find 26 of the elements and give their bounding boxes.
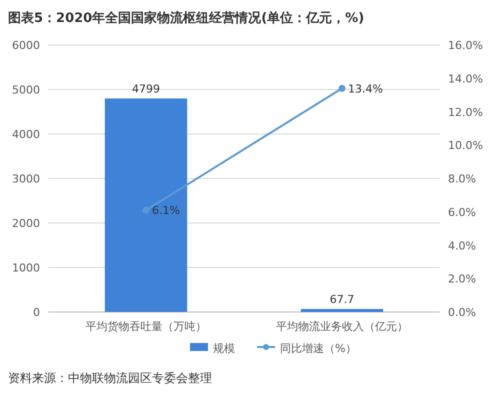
y2-tick-label: 4.0% bbox=[448, 239, 476, 252]
data-label: 67.7 bbox=[330, 292, 354, 306]
legend-label: 同比增速（%） bbox=[280, 342, 356, 355]
chart-title: 图表5：2020年全国国家物流枢纽经营情况(单位：亿元，%) bbox=[8, 10, 364, 26]
y2-tick-label: 8.0% bbox=[448, 172, 476, 186]
text: 资料来源：中物联物流园区专委会整理 bbox=[8, 371, 212, 385]
y-tick-label: 4000 bbox=[12, 128, 40, 141]
y2-tick-label: 2.0% bbox=[448, 272, 476, 286]
y2-tick-label: 14.0% bbox=[448, 72, 483, 86]
legend-label: 规模 bbox=[213, 342, 235, 355]
y2-tick-label: 0.0% bbox=[448, 306, 476, 319]
y2-tick-label: 16.0% bbox=[448, 39, 483, 52]
data-label: 6.1% bbox=[152, 204, 180, 218]
y2-tick-label: 6.0% bbox=[448, 206, 476, 219]
y-tick-label: 5000 bbox=[12, 84, 40, 96]
y-tick-label: 2000 bbox=[12, 217, 40, 230]
y-tick-label: 3000 bbox=[12, 172, 40, 186]
y2-tick-label: 12.0% bbox=[448, 106, 483, 119]
y2-tick-label: 10.0% bbox=[448, 139, 483, 152]
y-tick-label: 0 bbox=[33, 306, 40, 319]
data-label: 4799 bbox=[132, 82, 160, 96]
data-label: 13.4% bbox=[348, 82, 383, 96]
x-tick-label: 平均物流业务收入（亿元） bbox=[276, 320, 408, 333]
x-tick-label: 平均货物吞吐量（万吨） bbox=[86, 320, 206, 333]
y-tick-label: 6000 bbox=[12, 39, 40, 52]
y-tick-label: 1000 bbox=[12, 262, 40, 274]
